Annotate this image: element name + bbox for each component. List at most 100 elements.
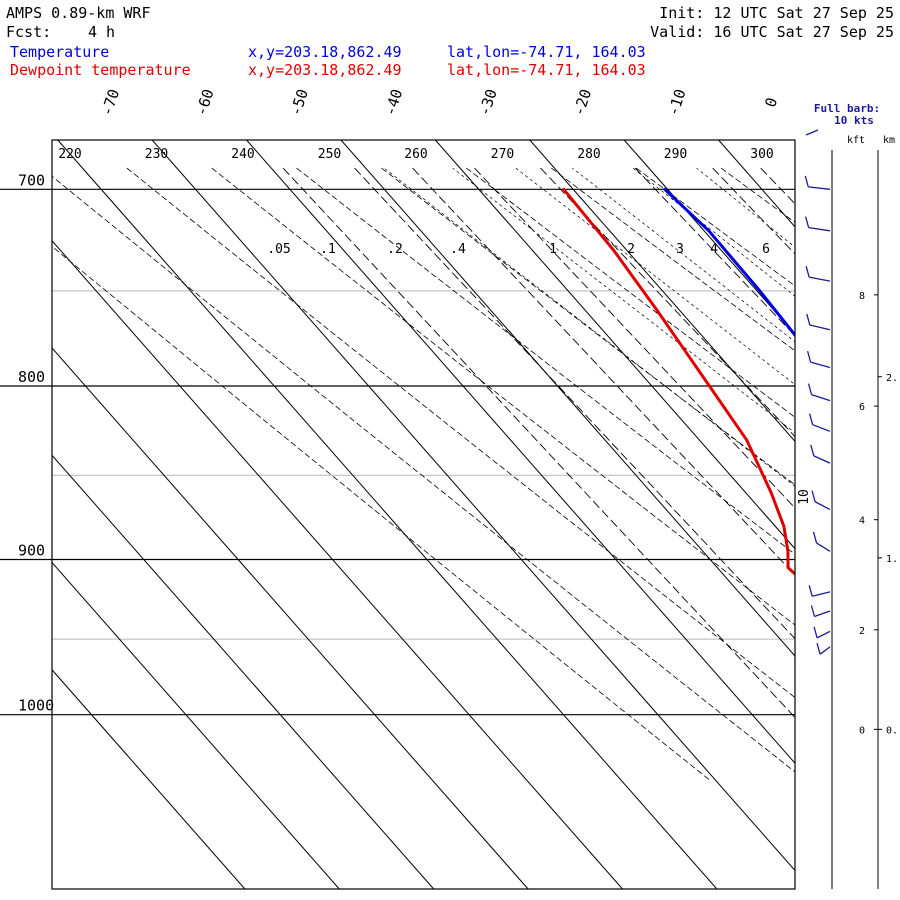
mixing-ratio-line: [712, 167, 795, 255]
wind-barb-staff: [809, 276, 831, 282]
wind-barb-flag: [805, 265, 810, 278]
kft-tick-label: 0: [859, 725, 865, 736]
isotherm-line: [52, 454, 435, 889]
wind-barb: [806, 313, 831, 331]
dry-adiabat: [551, 167, 795, 352]
isobar-label: 800: [18, 368, 45, 386]
wind-barb-staff: [816, 542, 831, 552]
dry-adiabat: [806, 168, 900, 779]
dry-adiabat: [891, 168, 900, 779]
barb-marker-label: 10: [797, 489, 812, 505]
wind-barb-flag: [805, 216, 810, 228]
wind-barb: [810, 605, 831, 618]
wind-barb-staff: [812, 424, 831, 432]
isotherm-line: [52, 347, 529, 889]
wind-barb: [805, 265, 831, 282]
theta-label: 240: [231, 147, 254, 162]
dry-adiabat: [126, 167, 795, 699]
moist-adiabat: [383, 167, 795, 487]
moist-adiabat: [452, 167, 795, 434]
wind-barb-flag: [804, 175, 809, 188]
mixing-ratio-line: [282, 167, 795, 719]
kft-tick-label: 8: [859, 291, 865, 302]
wind-barb: [816, 643, 831, 655]
wind-barb: [808, 413, 831, 432]
temperature-tick-label: -20: [570, 87, 595, 118]
wind-barb: [808, 585, 831, 597]
temperature-profile: [663, 187, 795, 338]
wind-barb-flag: [808, 413, 814, 425]
wind-barb: [806, 350, 831, 369]
isotherm-line: [529, 140, 795, 443]
isotherm-line: [52, 239, 623, 889]
theta-label: 290: [664, 147, 687, 162]
wind-barb-staff: [813, 455, 831, 464]
moist-adiabat: [696, 167, 795, 248]
dewpoint-xy: x,y=203.18,862.49: [248, 61, 402, 79]
theta-label: 280: [577, 147, 600, 162]
dry-adiabat: [211, 167, 795, 626]
wind-barb-staff: [809, 324, 831, 331]
temperature-xy: x,y=203.18,862.49: [248, 43, 402, 61]
mixing-ratio-line: [412, 167, 795, 576]
moist-adiabat: [632, 167, 795, 297]
wind-barb: [811, 490, 831, 511]
isotherm-line: [246, 140, 795, 764]
wind-barb-top: [805, 129, 819, 136]
dry-adiabat: [466, 167, 795, 418]
valid-time: Valid: 16 UTC Sat 27 Sep 25: [650, 23, 894, 41]
theta-label: 270: [491, 147, 514, 162]
temperature-legend-label: Temperature: [10, 43, 110, 61]
wind-barb: [813, 626, 831, 639]
fcst-label: Fcst:: [6, 23, 52, 41]
barb-legend-title: Full barb:: [814, 102, 880, 115]
height-axis: 8 6 4 2 0 2. 1. 0.: [859, 150, 898, 889]
mixing-ratio-label: .1: [320, 242, 336, 257]
theta-label: 230: [145, 147, 168, 162]
wind-barb-staff: [816, 630, 831, 639]
wind-barb: [804, 175, 831, 190]
temperature-tick-label: -60: [192, 87, 217, 118]
wind-barb: [805, 216, 831, 232]
mixing-ratio-label: .05: [267, 242, 290, 257]
mixing-ratio-label: .4: [450, 242, 466, 257]
isotherm-line: [57, 140, 718, 889]
model-title: AMPS 0.89-km WRF: [6, 4, 151, 22]
theta-label: 300: [750, 147, 773, 162]
isotherm-line: [340, 140, 795, 657]
wind-barb-staff: [808, 226, 831, 232]
kft-tick-label: 2: [859, 626, 865, 637]
dry-adiabat: [720, 167, 795, 223]
dewpoint-profile: [562, 187, 795, 576]
wind-barb-flag: [810, 605, 816, 617]
theta-label: 250: [318, 147, 341, 162]
wind-barb-flag: [816, 643, 821, 655]
isotherm-line: [52, 669, 246, 889]
isotherm-line: [718, 140, 795, 228]
wind-barb-flag: [806, 313, 811, 326]
km-axis-label: km: [883, 135, 895, 146]
wind-barb-flag: [807, 383, 813, 395]
dry-adiabat: [52, 245, 710, 780]
temperature-tick-label: -50: [286, 87, 311, 118]
wind-barb: [807, 383, 831, 402]
dewpoint-latlon: lat,lon=-74.71, 164.03: [447, 61, 646, 79]
mixing-ratio-label: .2: [387, 242, 403, 257]
sounding-profiles: [562, 187, 795, 576]
wind-barb-flag: [810, 444, 815, 457]
wind-barb-column: 10: [797, 129, 833, 889]
temperature-tick-label: -10: [664, 87, 689, 118]
mixing-ratio-label: 6: [762, 242, 770, 257]
dry-adiabat: [296, 167, 795, 555]
dewpoint-legend-label: Dewpoint temperature: [10, 61, 191, 79]
mixing-ratio-line: [796, 168, 900, 779]
mixing-ratio-label: 4: [710, 242, 718, 257]
fcst-value: 4 h: [88, 23, 116, 41]
wind-barb-staff: [808, 186, 831, 190]
wind-barb-flag: [808, 585, 813, 597]
theta-label: 260: [404, 147, 427, 162]
barb-legend-value: 10 kts: [834, 114, 874, 127]
plot-frame: [51, 139, 796, 890]
isotherm-line: [813, 140, 900, 889]
